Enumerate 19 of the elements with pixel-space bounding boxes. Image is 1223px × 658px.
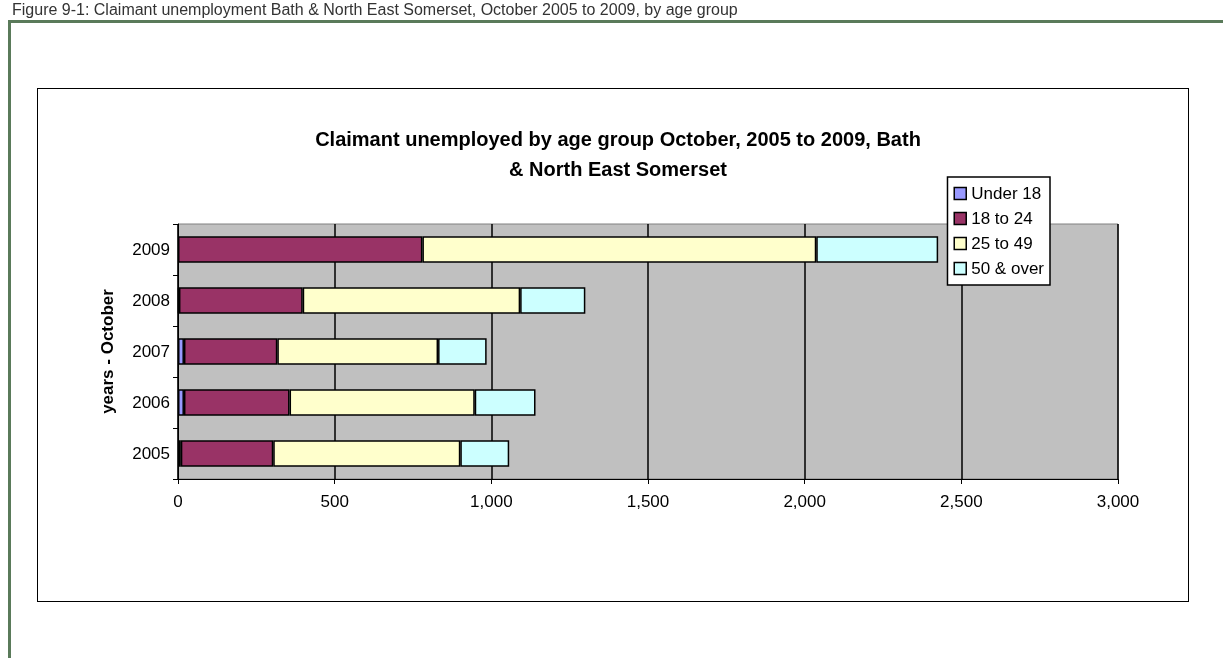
legend-label: 25 to 49	[971, 234, 1033, 253]
y-tick-label: 2007	[132, 342, 170, 361]
legend-label: 18 to 24	[971, 209, 1033, 228]
x-tick-label: 3,000	[1096, 492, 1140, 511]
x-tick-label: 500	[320, 492, 349, 511]
x-tick-label: 2,000	[783, 492, 826, 511]
y-tick-label: 2008	[132, 291, 170, 310]
x-tick-label: 2,500	[940, 492, 983, 511]
legend-label: Under 18	[971, 184, 1042, 203]
y-axis-title: years - October	[98, 288, 117, 414]
x-tick-label: 1,500	[626, 492, 670, 511]
x-tick-label: 1,000	[470, 492, 513, 511]
legend-label: 50 & over	[971, 259, 1045, 278]
y-tick-label: 2005	[132, 444, 170, 463]
y-tick-label: 2006	[132, 393, 170, 412]
x-tick-label: 0	[173, 492, 183, 511]
chart-title: Claimant unemployed by age group October, 2005 to 2009, Bath & North East Somerset	[315, 128, 921, 180]
caption: Figure 9-1: Claimant unemployment Bath & North East Somerset, October 2005 to 2009, by age group	[12, 1, 738, 19]
y-tick-label: 2009	[132, 240, 170, 259]
